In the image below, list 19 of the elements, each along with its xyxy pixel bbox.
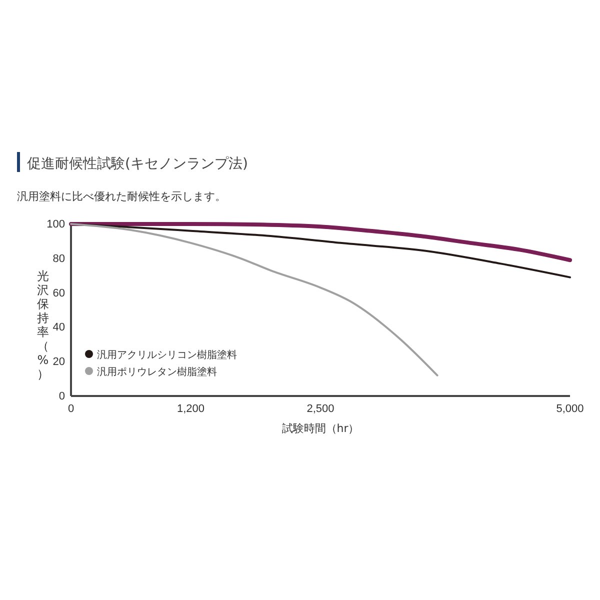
line-series xyxy=(70,223,571,278)
legend-label: 汎用アクリルシリコン樹脂塗料 xyxy=(97,349,237,361)
y-tick-label: 0 xyxy=(58,390,65,403)
y-tick-label: 20 xyxy=(52,356,65,368)
x-tick-label: 1,200 xyxy=(176,402,205,415)
y-axis-title: 光沢保持率（%） xyxy=(37,269,49,381)
legend-label: 汎用ポリウレタン樹脂塗料 xyxy=(97,366,217,378)
x-tick-label: 2,500 xyxy=(306,402,334,415)
x-tick-label: 5,000 xyxy=(556,402,584,415)
y-tick-label: 80 xyxy=(52,252,65,265)
y-tick-label: 100 xyxy=(46,218,65,231)
x-tick-label: 0 xyxy=(68,402,74,415)
y-tick-label: 60 xyxy=(52,287,65,300)
line-series xyxy=(70,223,438,376)
line-series xyxy=(69,222,572,262)
y-tick-label: 40 xyxy=(52,322,65,334)
chart-subtitle: 汎用塗料に比べ優れた耐候性を示します。 xyxy=(17,190,226,203)
x-axis-title: 試験時間（hr） xyxy=(282,422,360,435)
chart-title: 促進耐候性試験(キセノンランプ法) xyxy=(27,156,248,172)
